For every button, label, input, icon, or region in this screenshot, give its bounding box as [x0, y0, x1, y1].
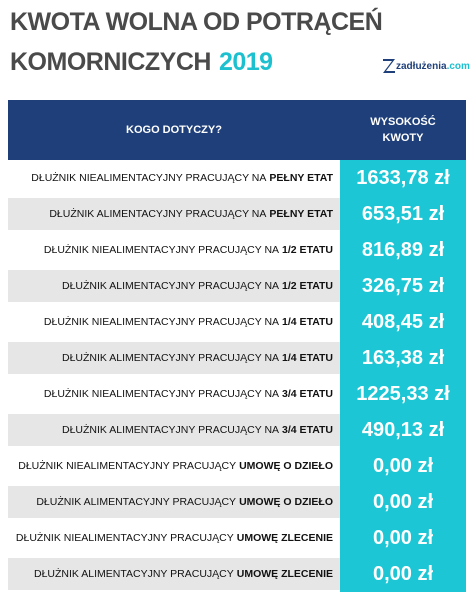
title: KOMORNICZYCH 2019 [10, 48, 273, 77]
logo-name: zadłużenia [396, 60, 447, 72]
amount: 326,75 zł [361, 274, 445, 297]
row-label: DŁUŻNIK ALIMENTACYJNY PRACUJĄCY UMOWĘ O D… [8, 486, 340, 518]
amount: 0,00 zł [372, 454, 434, 477]
row-label: DŁUŻNIK ALIMENTACYJNY PRACUJĄCY UMOWĘ ZLE… [8, 558, 340, 590]
row-bold-text: PEŁNY ETAT [269, 208, 333, 220]
row-text: DŁUŻNIK NIEALIMENTACYJNY PRACUJĄCY NA [43, 388, 280, 400]
row-bold-text: UMOWĘ O DZIEŁO [239, 496, 333, 508]
table-row: DŁUŻNIK NIEALIMENTACYJNY PRACUJĄCY UMOWĘ … [8, 520, 466, 556]
row-label: DŁUŻNIK ALIMENTACYJNY PRACUJĄCY NA 1/4 ET… [8, 342, 340, 374]
row-label: DŁUŻNIK ALIMENTACYJNY PRACUJĄCY NA 1/2 ET… [8, 270, 340, 302]
row-label: DŁUŻNIK NIEALIMENTACYJNY PRACUJĄCY NA 3/4… [8, 378, 340, 410]
row-text: DŁUŻNIK NIEALIMENTACYJNY PRACUJĄCY [18, 460, 237, 472]
row-text: DŁUŻNIK NIEALIMENTACYJNY PRACUJĄCY NA [43, 316, 280, 328]
row-bold-text: 1/2 ETATU [282, 244, 333, 256]
row-text: DŁUŻNIK NIEALIMENTACYJNY PRACUJĄCY [15, 532, 234, 544]
amount: 0,00 zł [372, 526, 434, 549]
row-text: DŁUŻNIK ALIMENTACYJNY PRACUJĄCY NA [61, 280, 280, 292]
amount: 816,89 zł [361, 238, 445, 261]
table-row: DŁUŻNIK NIEALIMENTACYJNY PRACUJĄCY NA PEŁ… [8, 160, 466, 196]
row-text: DŁUŻNIK ALIMENTACYJNY PRACUJĄCY NA [61, 424, 280, 436]
amount: 653,51 zł [361, 202, 445, 225]
logo-suffix: .com [446, 60, 470, 72]
row-bold-text: 3/4 ETATU [282, 424, 333, 436]
title: KWOTA WOLNA OD POTRĄCEŃ [10, 8, 383, 36]
table-row: DŁUŻNIK NIEALIMENTACYJNY PRACUJĄCY NA 1/2… [8, 232, 466, 268]
row-label: DŁUŻNIK ALIMENTACYJNY PRACUJĄCY NA PEŁNY … [8, 198, 340, 230]
row-bold-text: UMOWĘ O DZIEŁO [239, 460, 333, 472]
year: 2019 [218, 48, 273, 76]
column-header: WYSOKOŚĆ KWOTY [370, 116, 436, 144]
row-bold-text: 1/4 ETATU [282, 352, 333, 364]
amount: 1633,78 zł [356, 166, 450, 189]
logo-icon [383, 59, 395, 73]
amount: 163,38 zł [361, 346, 445, 369]
row-label: DŁUŻNIK NIEALIMENTACYJNY PRACUJĄCY NA PEŁ… [8, 162, 340, 194]
row-bold-text: UMOWĘ ZLECENIE [236, 532, 333, 544]
amount: 1225,33 zł [356, 382, 450, 405]
row-text: DŁUŻNIK ALIMENTACYJNY PRACUJĄCY [34, 568, 234, 580]
column-header: KOGO DOTYCZY? [126, 124, 222, 136]
table-row: DŁUŻNIK ALIMENTACYJNY PRACUJĄCY NA 1/2 ET… [8, 268, 466, 304]
row-bold-text: 3/4 ETATU [282, 388, 333, 400]
table-row: DŁUŻNIK ALIMENTACYJNY PRACUJĄCY NA PEŁNY … [8, 196, 466, 232]
table-row: DŁUŻNIK NIEALIMENTACYJNY PRACUJĄCY NA 1/4… [8, 304, 466, 340]
row-label: DŁUŻNIK ALIMENTACYJNY PRACUJĄCY NA 3/4 ET… [8, 414, 340, 446]
table-row: DŁUŻNIK NIEALIMENTACYJNY PRACUJĄCY NA 3/4… [8, 376, 466, 412]
row-text: DŁUŻNIK ALIMENTACYJNY PRACUJĄCY [36, 496, 237, 508]
amount: 0,00 zł [372, 490, 434, 513]
table-row: DŁUŻNIK NIEALIMENTACYJNY PRACUJĄCY UMOWĘ … [8, 448, 466, 484]
logo[interactable]: zadłużenia .com [382, 58, 470, 74]
table-row: DŁUŻNIK ALIMENTACYJNY PRACUJĄCY NA 3/4 ET… [8, 412, 466, 448]
row-label: DŁUŻNIK NIEALIMENTACYJNY PRACUJĄCY NA 1/4… [8, 306, 340, 338]
amount: 408,45 zł [361, 310, 445, 333]
amount: 0,00 zł [372, 562, 434, 585]
row-bold-text: PEŁNY ETAT [269, 172, 333, 184]
table-row: DŁUŻNIK ALIMENTACYJNY PRACUJĄCY NA 1/4 ET… [8, 340, 466, 376]
table-row: DŁUŻNIK ALIMENTACYJNY PRACUJĄCY UMOWĘ ZLE… [8, 556, 466, 592]
row-text: DŁUŻNIK ALIMENTACYJNY PRACUJĄCY NA [49, 208, 267, 220]
row-label: DŁUŻNIK NIEALIMENTACYJNY PRACUJĄCY UMOWĘ … [8, 522, 340, 554]
table-row: DŁUŻNIK ALIMENTACYJNY PRACUJĄCY UMOWĘ O D… [8, 484, 466, 520]
row-text: DŁUŻNIK NIEALIMENTACYJNY PRACUJĄCY NA [31, 172, 267, 184]
title: KOMORNICZYCH [10, 48, 211, 76]
row-bold-text: UMOWĘ ZLECENIE [236, 568, 333, 580]
row-label: DŁUŻNIK NIEALIMENTACYJNY PRACUJĄCY NA 1/2… [8, 234, 340, 266]
row-text: DŁUŻNIK NIEALIMENTACYJNY PRACUJĄCY NA [43, 244, 280, 256]
row-bold-text: 1/2 ETATU [282, 280, 333, 292]
row-label: DŁUŻNIK NIEALIMENTACYJNY PRACUJĄCY UMOWĘ … [8, 450, 340, 482]
row-text: DŁUŻNIK ALIMENTACYJNY PRACUJĄCY NA [61, 352, 280, 364]
table-header: KOGO DOTYCZY? WYSOKOŚĆ KWOTY [8, 100, 466, 160]
amount: 490,13 zł [361, 418, 445, 441]
amount-column [340, 160, 466, 592]
row-bold-text: 1/4 ETATU [282, 316, 333, 328]
